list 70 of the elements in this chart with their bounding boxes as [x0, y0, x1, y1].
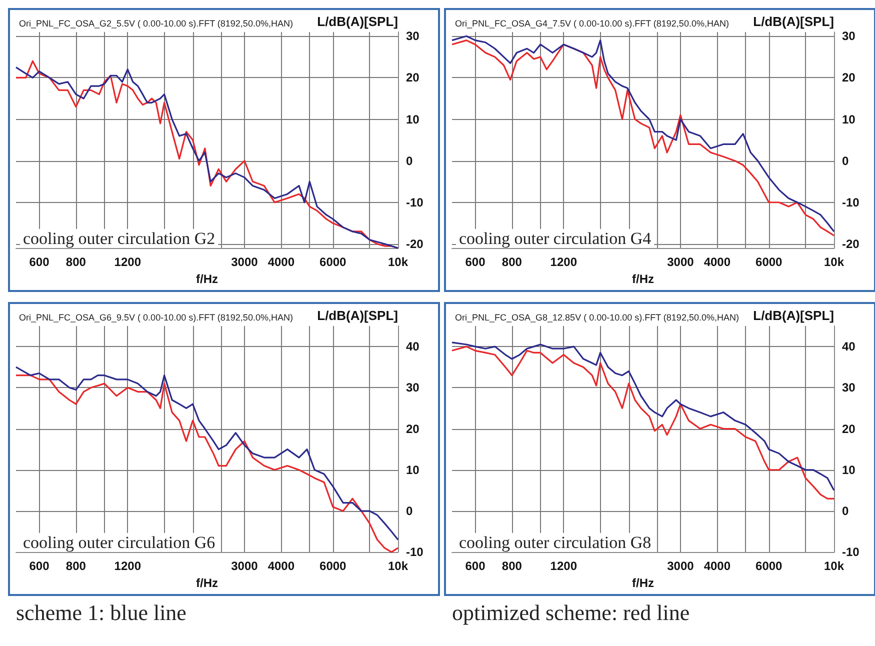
x-tick-label: 6000 — [320, 255, 347, 270]
y-axis-title: L/dB(A)[SPL] — [753, 14, 834, 29]
chart-title: Ori_PNL_FC_OSA_G6_9.5V ( 0.00-10.00 s).FFT (8192,50.0%,HAN) — [19, 312, 293, 322]
text: scheme 1: blue line — [15, 600, 188, 626]
y-tick-label: -10 — [842, 545, 860, 560]
x-tick-label: 600 — [29, 255, 50, 270]
y-tick-label: 40 — [842, 340, 856, 354]
y-tick-label: -10 — [406, 195, 424, 210]
x-tick-label: 1200 — [550, 255, 578, 270]
y-tick-label: 10 — [842, 112, 856, 126]
y-axis-title: L/dB(A)[SPL] — [317, 308, 398, 323]
x-axis-title: f/Hz — [632, 576, 654, 590]
y-tick-label: 0 — [842, 154, 849, 168]
x-axis-title: f/Hz — [196, 576, 218, 590]
y-tick-label: 40 — [406, 340, 420, 354]
annotation: cooling outer circulation G6 — [23, 533, 216, 552]
y-tick-label: -20 — [842, 236, 860, 251]
chart-title: Ori_PNL_FC_OSA_G4_7.5V ( 0.00-10.00 s).FFT (8192,50.0%,HAN) — [455, 18, 729, 28]
y-tick-label: -10 — [842, 195, 860, 210]
x-tick-label: 800 — [66, 559, 86, 574]
x-tick-label: 4000 — [704, 559, 731, 574]
y-tick-label: 30 — [842, 29, 856, 44]
x-tick-label: 6000 — [756, 255, 783, 270]
x-tick-label: 3000 — [231, 559, 258, 574]
x-tick-label: 1200 — [114, 255, 142, 270]
y-tick-label: 0 — [406, 504, 413, 518]
x-tick-label: 10k — [824, 255, 844, 270]
x-tick-label: 3000 — [667, 255, 694, 270]
x-axis-title: f/Hz — [196, 272, 218, 286]
y-tick-label: 20 — [406, 70, 420, 85]
x-tick-label: 600 — [465, 559, 486, 574]
y-tick-label: 20 — [842, 70, 856, 85]
y-tick-label: 10 — [406, 462, 420, 477]
x-tick-label: 10k — [824, 559, 844, 574]
y-axis-title: L/dB(A)[SPL] — [317, 14, 398, 29]
y-tick-label: 30 — [406, 380, 420, 395]
y-tick-label: 10 — [842, 462, 856, 477]
annotation: cooling outer circulation G4 — [459, 229, 652, 248]
x-axis-title: f/Hz — [632, 272, 654, 286]
x-tick-label: 6000 — [320, 559, 347, 574]
x-tick-label: 800 — [502, 559, 522, 574]
y-axis-title: L/dB(A)[SPL] — [753, 308, 834, 323]
x-tick-label: 4000 — [268, 559, 295, 574]
x-tick-label: 800 — [66, 255, 86, 270]
y-tick-label: 0 — [406, 154, 413, 168]
x-tick-label: 600 — [465, 255, 486, 270]
x-tick-label: 4000 — [704, 255, 731, 270]
x-tick-label: 3000 — [667, 559, 694, 574]
y-tick-label: -20 — [406, 236, 424, 251]
x-tick-label: 800 — [502, 255, 522, 270]
y-tick-label: 0 — [842, 504, 849, 518]
x-tick-label: 4000 — [268, 255, 295, 270]
annotation: cooling outer circulation G2 — [23, 229, 216, 248]
x-tick-label: 10k — [388, 559, 408, 574]
x-tick-label: 3000 — [231, 255, 258, 270]
x-tick-label: 10k — [388, 255, 408, 270]
chart-title: Ori_PNL_FC_OSA_G2_5.5V ( 0.00-10.00 s).FFT (8192,50.0%,HAN) — [19, 18, 293, 28]
y-tick-label: -10 — [406, 545, 424, 560]
annotation: cooling outer circulation G8 — [459, 533, 652, 552]
x-tick-label: 1200 — [550, 559, 578, 574]
x-tick-label: 600 — [29, 559, 50, 574]
chart-title: Ori_PNL_FC_OSA_G8_12.85V ( 0.00-10.00 s).FFT (8192,50.0%,HAN) — [455, 312, 739, 322]
text: optimized scheme: red line — [451, 600, 691, 626]
x-tick-label: 1200 — [114, 559, 142, 574]
y-tick-label: 10 — [406, 112, 420, 126]
y-tick-label: 30 — [842, 380, 856, 395]
y-tick-label: 30 — [406, 29, 420, 44]
x-tick-label: 6000 — [756, 559, 783, 574]
y-tick-label: 20 — [842, 422, 856, 436]
y-tick-label: 20 — [406, 422, 420, 436]
